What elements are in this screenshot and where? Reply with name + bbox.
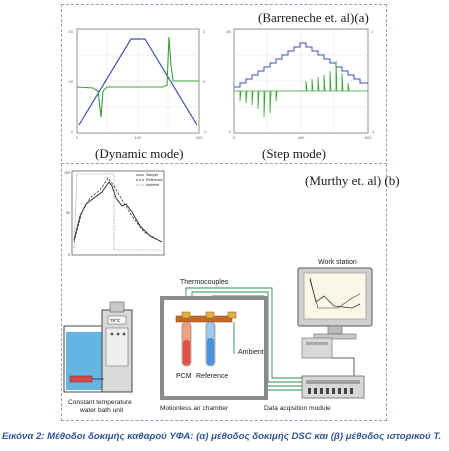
dynamic-temperature-line [78,38,198,126]
t-history-reference-line [73,177,163,243]
t-history-legend: Sample Reference Ambient [136,173,163,187]
reference-tube [205,321,216,367]
svg-text:100: 100 [135,135,142,140]
water-bath-unit [63,301,133,393]
label-barreneche: (Barreneche et. al)(a) [258,10,369,25]
module-label: Data acqisition module [264,405,331,412]
svg-text:100: 100 [64,171,70,175]
legend-sample: Sample [146,173,158,177]
svg-text:200: 200 [196,135,203,140]
bath-label-line2: water bath unit [79,407,123,414]
svg-text:50: 50 [66,211,70,215]
figure-frame [61,4,387,421]
svg-text:40: 40 [69,79,74,84]
pcm-label: PCM [176,373,192,380]
dynamic-heat-flow-line [76,36,199,118]
svg-text:80: 80 [69,29,74,34]
chamber-label: Motionless air chamber [160,405,229,412]
step-temperature-line [234,42,368,88]
svg-text:0: 0 [203,79,206,84]
svg-text:0: 0 [229,129,232,134]
svg-text:800: 800 [365,135,372,140]
step-heat-flow-line [234,60,368,118]
t-history-plot-area [71,170,165,256]
legend-reference: Reference [146,178,163,182]
figure-divider [61,163,387,164]
svg-text:1: 1 [371,29,374,34]
ambient-label: Ambient [238,349,264,356]
t-history-apparatus: Work station Thermocouples PCM Reference… [62,258,382,418]
dynamic-mode-plot: 80 40 0 0 100 200 2 0 -2 [63,25,213,145]
reference-label: Reference [196,373,228,380]
label-murthy: (Murthy et. al) (b) [305,173,400,188]
tube-holder [175,315,233,323]
svg-text:-2: -2 [203,129,207,134]
bath-label-line1: Constant temperature [68,399,132,406]
bath-display: 78°C [110,318,121,323]
module-cable [332,357,355,376]
svg-text:0: 0 [76,135,79,140]
figure-caption: Εικόνα 2: Μέθοδοι δοκιμής καθαρού ΥΦΑ: (… [2,431,442,442]
label-step-mode: (Step mode) [262,146,326,161]
work-station-label: Work station [318,259,357,266]
svg-text:0: 0 [71,129,74,134]
label-dynamic-mode: (Dynamic mode) [95,146,184,161]
thermocouples-label: Thermocouples [180,279,229,286]
svg-text:2: 2 [203,29,206,34]
svg-text:0: 0 [233,135,236,140]
step-mode-plot: 80 0 0 400 800 1 -1 [222,25,382,145]
svg-text:80: 80 [227,29,232,34]
svg-text:0: 0 [68,253,70,257]
work-station-monitor [297,267,373,340]
svg-text:400: 400 [298,135,305,140]
computer-tower [301,337,333,359]
legend-ambient: Ambient [146,183,159,187]
pcm-tube [181,321,192,367]
t-history-ambient-line [73,173,162,251]
step-grid [234,29,368,133]
svg-text:-1: -1 [371,129,375,134]
dynamic-grid [77,29,199,133]
data-acquisition-module [301,375,365,399]
